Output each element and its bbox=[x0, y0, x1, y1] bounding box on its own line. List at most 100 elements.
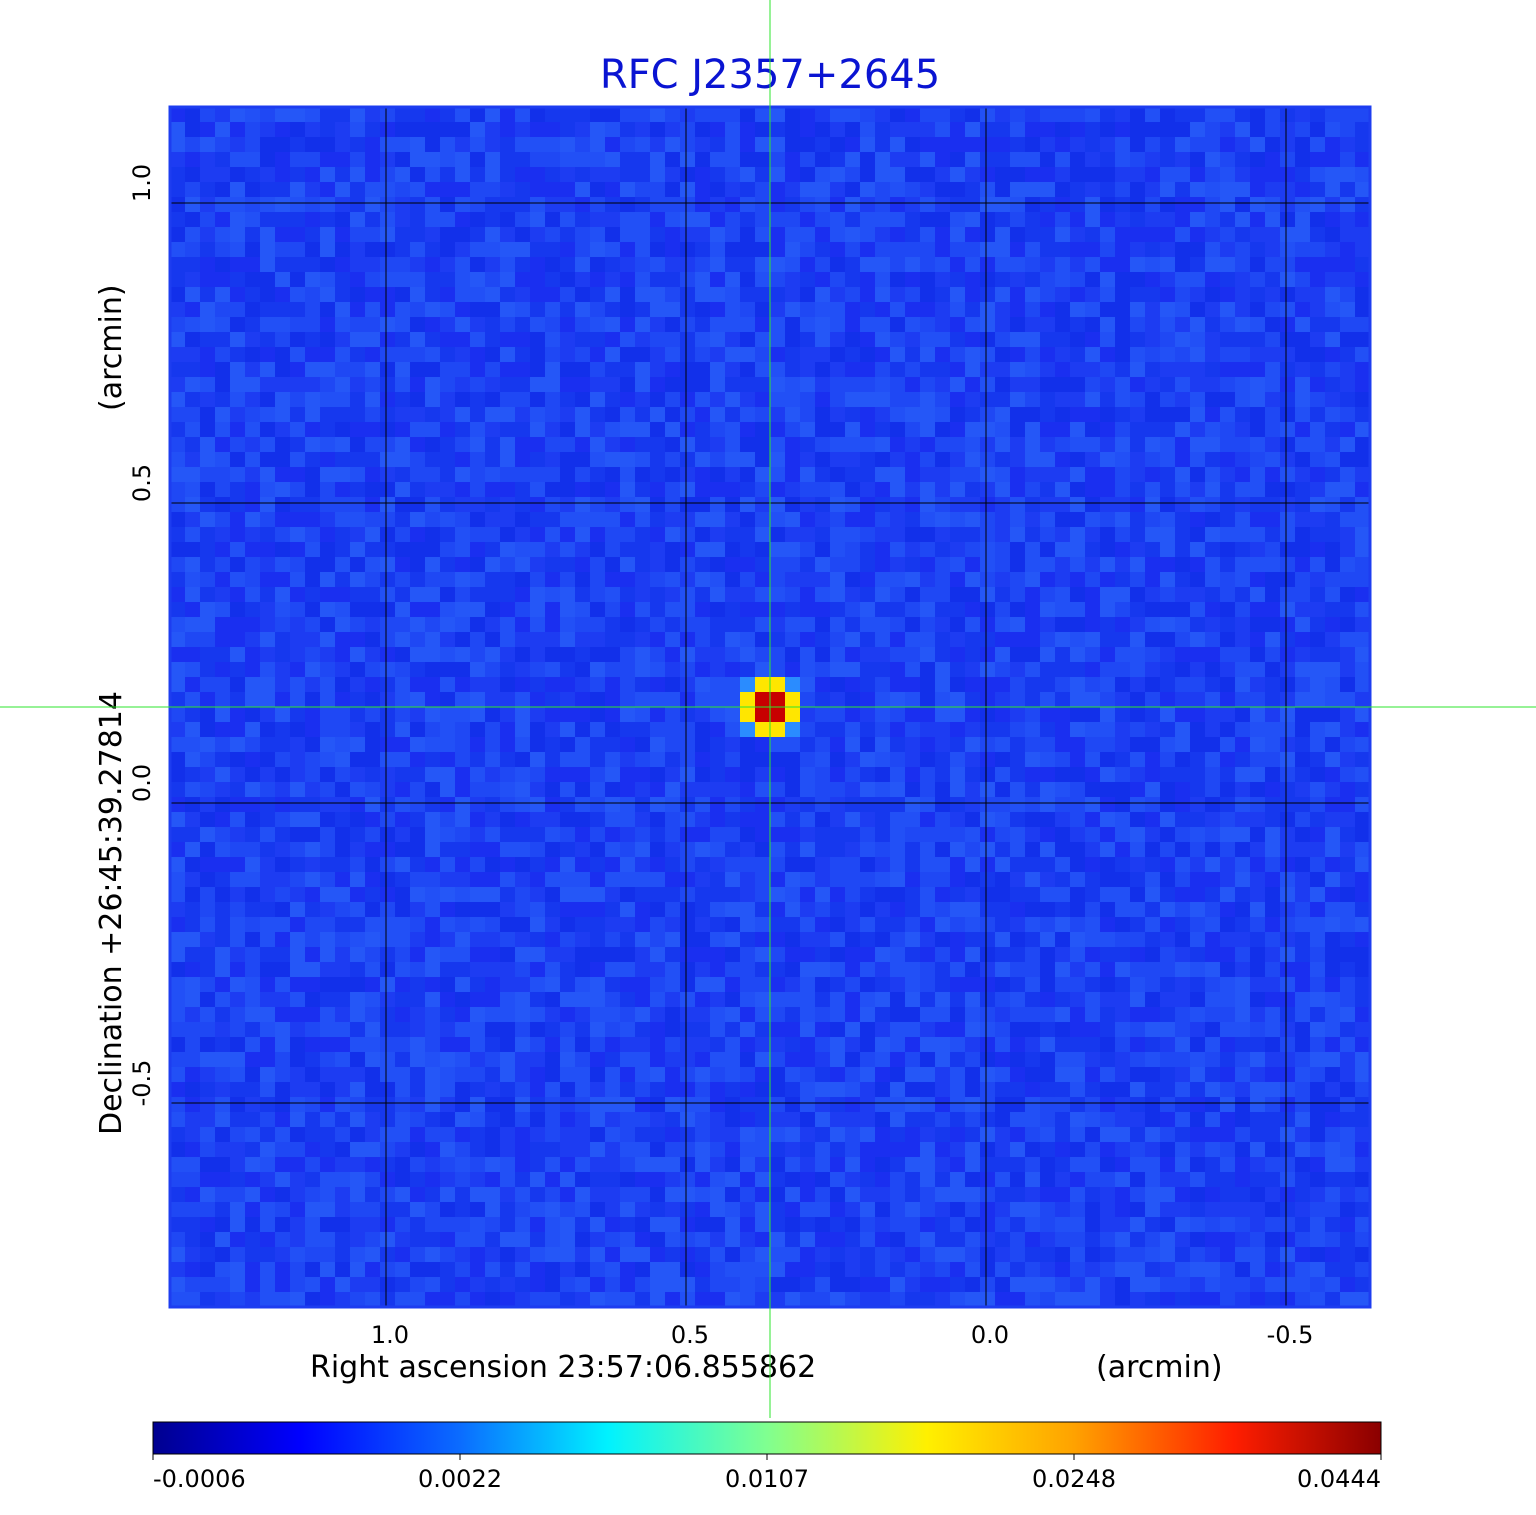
heatmap-cell bbox=[860, 482, 876, 498]
heatmap-cell bbox=[170, 362, 186, 378]
heatmap-cell bbox=[1055, 287, 1071, 303]
heatmap-cell bbox=[545, 797, 561, 813]
heatmap-cell bbox=[1310, 407, 1326, 423]
heatmap-cell bbox=[290, 332, 306, 348]
heatmap-cell bbox=[1025, 947, 1041, 963]
heatmap-cell bbox=[545, 197, 561, 213]
heatmap-cell bbox=[980, 107, 996, 123]
heatmap-cell bbox=[500, 872, 516, 888]
heatmap-cell bbox=[905, 737, 921, 753]
heatmap-cell bbox=[950, 632, 966, 648]
heatmap-cell bbox=[980, 572, 996, 588]
heatmap-cell bbox=[875, 347, 891, 363]
heatmap-cell bbox=[380, 902, 396, 918]
heatmap-cell bbox=[200, 647, 216, 663]
heatmap-cell bbox=[455, 977, 471, 993]
heatmap-cell bbox=[935, 722, 951, 738]
heatmap-cell bbox=[545, 347, 561, 363]
heatmap-cell bbox=[965, 1022, 981, 1038]
heatmap-cell bbox=[185, 617, 201, 633]
heatmap-cell bbox=[1220, 947, 1236, 963]
heatmap-cell bbox=[785, 437, 801, 453]
heatmap-cell bbox=[965, 137, 981, 153]
heatmap-cell bbox=[965, 962, 981, 978]
heatmap-cell bbox=[1265, 137, 1281, 153]
heatmap-cell bbox=[455, 632, 471, 648]
heatmap-cell bbox=[1040, 152, 1056, 168]
heatmap-cell bbox=[350, 392, 366, 408]
heatmap-cell bbox=[830, 197, 846, 213]
heatmap-cell bbox=[1355, 467, 1371, 483]
heatmap-cell bbox=[785, 962, 801, 978]
heatmap-cell bbox=[245, 812, 261, 828]
heatmap-cell bbox=[1160, 812, 1176, 828]
heatmap-cell bbox=[1145, 422, 1161, 438]
heatmap-cell bbox=[455, 572, 471, 588]
heatmap-cell bbox=[650, 407, 666, 423]
heatmap-cell bbox=[1190, 272, 1206, 288]
heatmap-cell bbox=[1220, 827, 1236, 843]
heatmap-cell bbox=[350, 212, 366, 228]
heatmap-cell bbox=[875, 677, 891, 693]
heatmap-cell bbox=[830, 272, 846, 288]
heatmap-cell bbox=[485, 557, 501, 573]
heatmap-cell bbox=[1040, 632, 1056, 648]
heatmap-cell bbox=[560, 677, 576, 693]
heatmap-cell bbox=[1355, 302, 1371, 318]
heatmap-cell bbox=[1070, 887, 1086, 903]
heatmap-cell bbox=[785, 272, 801, 288]
heatmap-cell bbox=[1235, 752, 1251, 768]
heatmap-cell bbox=[455, 707, 471, 723]
heatmap-cell bbox=[1085, 482, 1101, 498]
heatmap-cell bbox=[980, 947, 996, 963]
heatmap-cell bbox=[1205, 107, 1221, 123]
heatmap-cell bbox=[875, 632, 891, 648]
heatmap-cell bbox=[1040, 332, 1056, 348]
heatmap-cell bbox=[800, 797, 816, 813]
heatmap-cell bbox=[425, 572, 441, 588]
heatmap-cell bbox=[680, 302, 696, 318]
heatmap-cell bbox=[1325, 767, 1341, 783]
heatmap-cell bbox=[440, 152, 456, 168]
heatmap-cell bbox=[1040, 602, 1056, 618]
heatmap-cell bbox=[185, 182, 201, 198]
heatmap-cell bbox=[1115, 977, 1131, 993]
heatmap-cell bbox=[1340, 917, 1356, 933]
heatmap-cell bbox=[890, 827, 906, 843]
heatmap-cell bbox=[470, 227, 486, 243]
heatmap-cell bbox=[440, 362, 456, 378]
heatmap-cell bbox=[410, 197, 426, 213]
heatmap-cell bbox=[320, 257, 336, 273]
heatmap-cell bbox=[800, 542, 816, 558]
heatmap-cell bbox=[575, 917, 591, 933]
heatmap-cell bbox=[1130, 977, 1146, 993]
heatmap-cell bbox=[980, 317, 996, 333]
heatmap-cell bbox=[1040, 572, 1056, 588]
heatmap-cell bbox=[320, 887, 336, 903]
heatmap-cell bbox=[1280, 677, 1296, 693]
heatmap-cell bbox=[1100, 287, 1116, 303]
heatmap-cell bbox=[1355, 422, 1371, 438]
heatmap-cell bbox=[530, 872, 546, 888]
heatmap-cell bbox=[470, 572, 486, 588]
heatmap-cell bbox=[245, 722, 261, 738]
heatmap-cell bbox=[1265, 182, 1281, 198]
heatmap-cell bbox=[515, 527, 531, 543]
heatmap-cell bbox=[560, 212, 576, 228]
heatmap-cell bbox=[500, 857, 516, 873]
heatmap-cell bbox=[1175, 137, 1191, 153]
heatmap-cell bbox=[320, 437, 336, 453]
heatmap-cell bbox=[170, 902, 186, 918]
heatmap-cell bbox=[350, 752, 366, 768]
heatmap-cell bbox=[1310, 497, 1326, 513]
heatmap-cell bbox=[395, 137, 411, 153]
heatmap-cell bbox=[980, 512, 996, 528]
heatmap-cell bbox=[1310, 212, 1326, 228]
heatmap-cell bbox=[695, 782, 711, 798]
heatmap-cell bbox=[1175, 647, 1191, 663]
heatmap-cell bbox=[830, 497, 846, 513]
heatmap-cell bbox=[1310, 902, 1326, 918]
heatmap-cell bbox=[545, 917, 561, 933]
heatmap-cell bbox=[275, 452, 291, 468]
heatmap-cell bbox=[1055, 707, 1071, 723]
